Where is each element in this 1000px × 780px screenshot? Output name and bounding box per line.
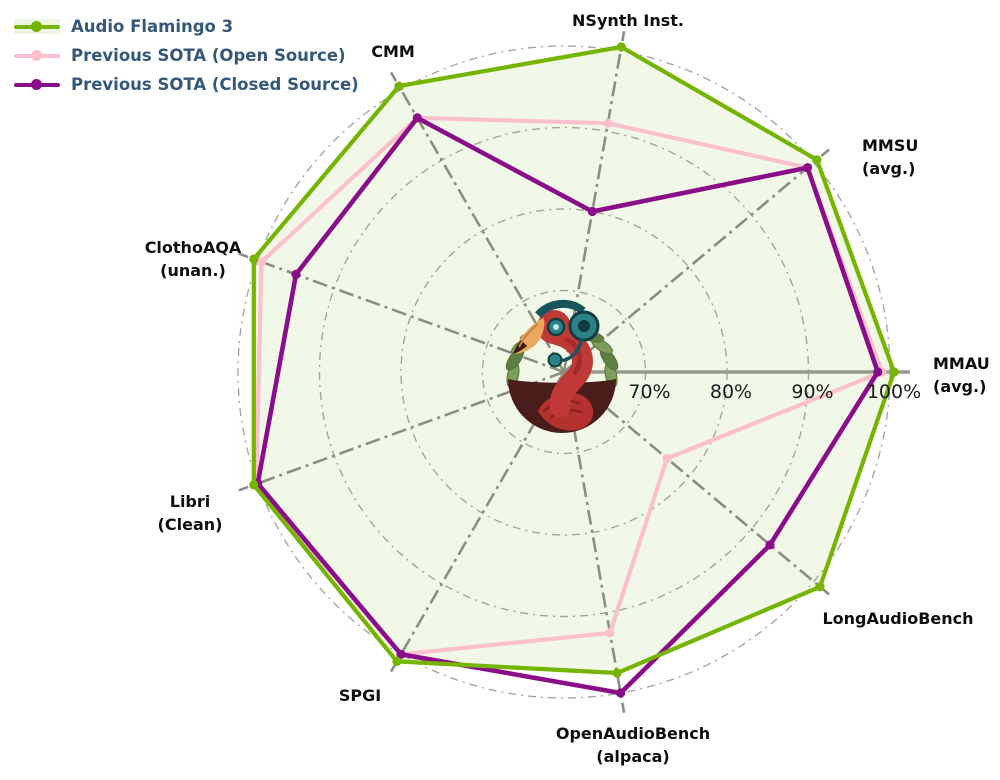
series-line-previous-sota-closed-source- xyxy=(255,115,881,696)
headphones-icon xyxy=(535,300,600,368)
series-line-previous-sota-open-source- xyxy=(254,115,885,657)
series-marker-audio-flamingo-3 xyxy=(889,367,899,377)
series-marker-audio-flamingo-3 xyxy=(812,155,822,165)
series-marker-previous-sota-closed-source- xyxy=(765,540,775,550)
series-marker-previous-sota-closed-source- xyxy=(412,113,422,123)
axis-label-openaudiobench-alpaca: OpenAudioBench (alpaca) xyxy=(555,724,711,766)
flamingo-beak xyxy=(513,318,545,354)
series-marker-previous-sota-closed-source- xyxy=(291,269,301,279)
series-marker-audio-flamingo-3 xyxy=(249,254,259,264)
series-marker-previous-sota-open-source- xyxy=(605,628,615,638)
series-marker-previous-sota-closed-source- xyxy=(396,649,406,659)
rtick-90: 90% xyxy=(791,381,834,403)
series-marker-previous-sota-closed-source- xyxy=(802,163,813,173)
rtick-70: 70% xyxy=(628,381,671,403)
legend-label: Audio Flamingo 3 xyxy=(71,17,234,36)
series-marker-previous-sota-closed-source- xyxy=(587,206,597,217)
axis-label-cmm: CMM xyxy=(371,42,415,61)
legend-label: Previous SOTA (Open Source) xyxy=(71,46,346,65)
audio-flamingo-logo xyxy=(505,300,619,433)
series-marker-audio-flamingo-3 xyxy=(815,582,825,592)
series-marker-previous-sota-closed-source- xyxy=(873,367,883,377)
legend-item-prev-sota-closed: Previous SOTA (Closed Source) xyxy=(14,70,359,99)
axis-spoke-longaudiobench xyxy=(563,371,830,596)
axis-label-spgi: SPGI xyxy=(338,686,382,705)
series-marker-previous-sota-closed-source- xyxy=(616,688,626,698)
series-marker-audio-flamingo-3 xyxy=(392,656,402,667)
legend: Audio Flamingo 3 Previous SOTA (Open Sou… xyxy=(14,12,359,99)
rtick-100: 100% xyxy=(866,381,922,403)
series-marker-audio-flamingo-3 xyxy=(249,480,259,490)
series-marker-audio-flamingo-3 xyxy=(612,668,622,678)
series-marker-previous-sota-open-source- xyxy=(603,118,613,128)
legend-swatch-green xyxy=(14,18,60,35)
axis-label-libri-clean: Libri (Clean) xyxy=(157,492,223,534)
axis-spoke-mmsu xyxy=(563,148,830,373)
axis-label-mmau-avg: MMAU (avg.) xyxy=(933,354,990,396)
series-marker-previous-sota-open-source- xyxy=(256,257,267,267)
series-marker-audio-flamingo-3 xyxy=(616,42,626,52)
rtick-80: 80% xyxy=(709,381,753,403)
series-line-audio-flamingo-3 xyxy=(251,44,897,676)
legend-item-prev-sota-open: Previous SOTA (Open Source) xyxy=(14,41,359,70)
axis-label-longaudiobench: LongAudioBench xyxy=(822,609,974,628)
legend-item-audio-flamingo-3: Audio Flamingo 3 xyxy=(14,12,359,41)
legend-label: Previous SOTA (Closed Source) xyxy=(71,75,359,94)
axis-label-mmsu-avg: MMSU (avg.) xyxy=(862,136,919,178)
legend-swatch-purple xyxy=(14,76,60,93)
axis-label-clothoaqa-unan: ClothoAQA (unan.) xyxy=(144,238,242,280)
series-marker-audio-flamingo-3 xyxy=(394,81,404,91)
axis-label-nsynth-inst: NSynth Inst. xyxy=(572,11,684,30)
axis-spoke-cmm xyxy=(389,71,566,373)
series-marker-previous-sota-open-source- xyxy=(662,453,672,463)
legend-swatch-pink xyxy=(14,47,60,64)
